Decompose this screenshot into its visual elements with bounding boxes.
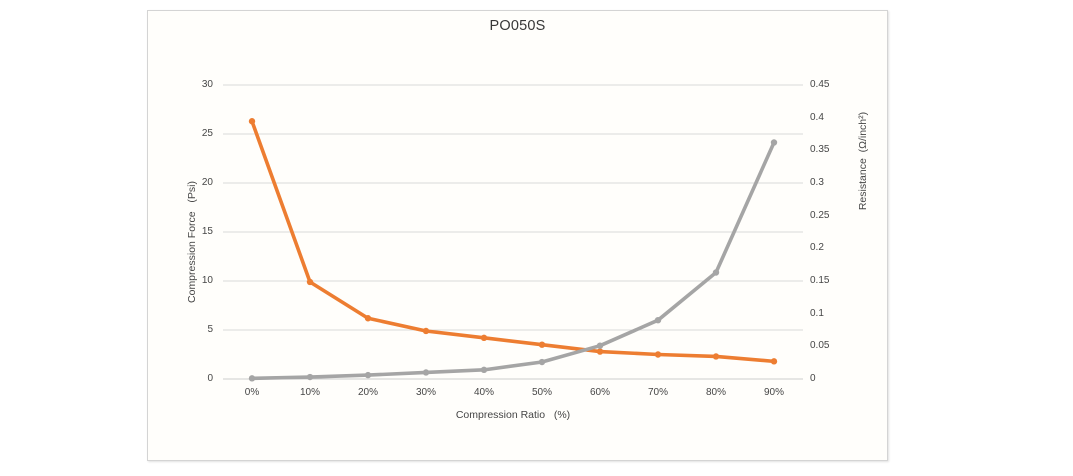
resistance-data-point: [480, 366, 488, 374]
compression-force-data-point: [654, 351, 662, 358]
resistance-data-point: [306, 373, 314, 381]
compression-force-data-point: [364, 315, 372, 322]
resistance-data-point: [654, 317, 662, 324]
plot-area: [223, 84, 803, 382]
resistance-data-point: [248, 375, 256, 382]
resistance-data-point: [364, 371, 372, 379]
compression-force-data-point: [538, 341, 546, 348]
compression-force-data-point: [770, 358, 778, 365]
compression-force-line: [250, 119, 776, 364]
resistance-data-point: [770, 139, 778, 146]
resistance-data-point: [538, 358, 546, 366]
compression-force-data-point: [480, 334, 488, 342]
compression-force-data-point: [248, 118, 256, 125]
resistance-data-point: [422, 369, 430, 376]
compression-force-data-point: [712, 353, 720, 360]
chart-panel: PO050S Compression Force (Psi) Resistanc…: [147, 10, 888, 461]
resistance-line: [250, 140, 776, 381]
resistance-data-point: [712, 269, 720, 276]
compression-force-data-point: [422, 327, 430, 335]
chart-title: PO050S: [489, 18, 546, 34]
compression-force-data-point: [596, 348, 604, 355]
left-axis-title: Compression Force (Psi): [186, 181, 198, 303]
resistance-data-point: [596, 342, 604, 349]
right-axis-title: Resistance (Ω/inch²): [857, 111, 869, 211]
compression-force-data-point: [306, 278, 314, 286]
x-axis-title: Compression Ratio (%): [455, 409, 571, 421]
